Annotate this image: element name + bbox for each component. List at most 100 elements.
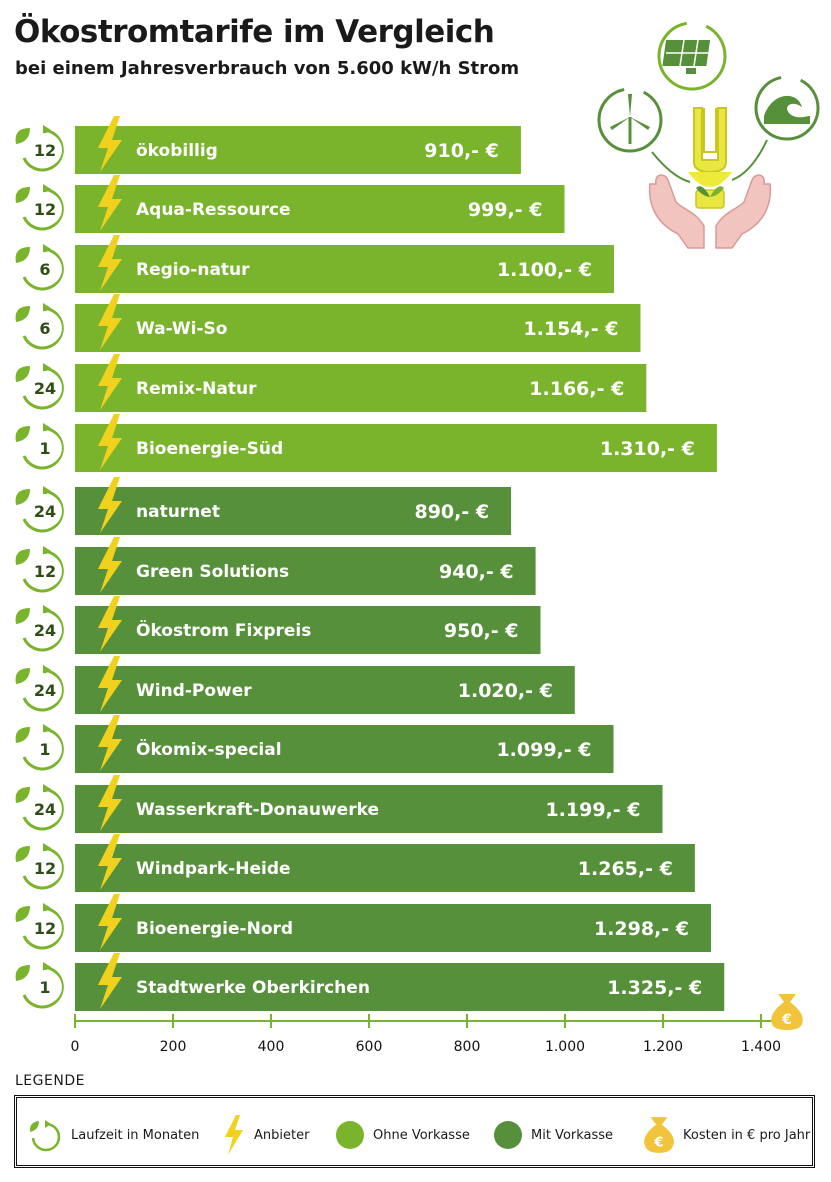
- bar-provider-label: Stadtwerke Oberkirchen: [136, 978, 370, 998]
- bar-row: 24 naturnet 890,- €: [15, 477, 512, 535]
- bar: [75, 245, 614, 293]
- badge-background: [28, 970, 62, 1004]
- circular-arrow-leaf-icon: [29, 1120, 61, 1152]
- bar-provider-label: Bioenergie-Süd: [136, 439, 283, 459]
- bar-value-label: 1.100,- €: [497, 259, 592, 281]
- leaf-icon: [15, 787, 30, 803]
- laufzeit-label: 6: [39, 319, 50, 338]
- chart-title: Ökostromtarife im Vergleich: [14, 14, 495, 50]
- leaf-icon: [15, 668, 30, 684]
- arrow-head-icon: [43, 303, 51, 313]
- bar-row: 24 Wasserkraft-Donauwerke 1.199,- €: [15, 775, 663, 833]
- lightning-bolt-icon: [98, 354, 122, 410]
- circular-arrow-icon: [22, 906, 64, 950]
- badge-background: [28, 371, 62, 405]
- euro-money-bag-icon: €: [644, 1117, 674, 1153]
- lightning-bolt-icon: [98, 235, 122, 291]
- bar-value-label: 1.298,- €: [594, 918, 689, 940]
- lightning-bolt-icon: [98, 656, 122, 712]
- bar: [75, 963, 725, 1011]
- circular-arrow-icon: [22, 187, 64, 231]
- laufzeit-label: 24: [34, 621, 56, 640]
- circular-arrow-icon: [22, 426, 64, 470]
- laufzeit-badge: 24: [15, 363, 64, 410]
- bar-provider-label: naturnet: [136, 502, 220, 522]
- bar-provider-label: Green Solutions: [136, 562, 289, 582]
- arrow-head-icon: [43, 962, 51, 972]
- bar-value-label: 1.154,- €: [523, 318, 618, 340]
- legend-label-kosten: Kosten in € pro Jahr: [683, 1127, 811, 1143]
- badge-background: [28, 554, 62, 588]
- laufzeit-label: 24: [34, 800, 56, 819]
- lightning-bolt-icon: [225, 1115, 243, 1155]
- lightning-bolt-icon: [98, 715, 122, 771]
- bar-row: 12 ökobillig 910,- €: [15, 116, 521, 174]
- badge-background: [28, 192, 62, 226]
- legend-item-mit-vorkasse: Mit Vorkasse: [493, 1120, 613, 1150]
- circular-arrow-icon: [22, 727, 64, 771]
- legend-title: LEGENDE: [15, 1073, 85, 1089]
- bar-value-label: 890,- €: [414, 501, 489, 523]
- laufzeit-label: 1: [39, 439, 50, 458]
- bar-provider-label: Remix-Natur: [136, 379, 257, 399]
- x-tick-label: 400: [258, 1039, 285, 1055]
- laufzeit-label: 12: [34, 859, 56, 878]
- badge-background: [28, 494, 62, 528]
- bar: [75, 364, 647, 412]
- bar: [75, 424, 717, 472]
- laufzeit-label: 24: [34, 502, 56, 521]
- arrow-head-icon: [43, 724, 51, 734]
- leaf-icon: [15, 608, 30, 624]
- arrow-head-icon: [43, 605, 51, 615]
- bar-provider-label: Windpark-Heide: [136, 859, 291, 879]
- x-tick-label: 600: [356, 1039, 383, 1055]
- badge-background: [28, 431, 62, 465]
- bar: [75, 606, 541, 654]
- laufzeit-badge: 24: [15, 665, 64, 712]
- bar-provider-label: Regio-natur: [136, 260, 250, 280]
- chart-subtitle: bei einem Jahresverbrauch von 5.600 kW/h…: [15, 58, 520, 79]
- bar-value-label: 999,- €: [468, 199, 543, 221]
- leaf-icon: [15, 247, 30, 263]
- laufzeit-badge: 12: [15, 843, 64, 890]
- bar-value-label: 910,- €: [424, 140, 499, 162]
- legend-label-laufzeit: Laufzeit in Monaten: [71, 1127, 200, 1143]
- leaf-icon: [15, 489, 30, 505]
- laufzeit-label: 24: [34, 379, 56, 398]
- laufzeit-badge: 24: [15, 486, 64, 533]
- laufzeit-badge: 1: [15, 423, 64, 470]
- bar-provider-label: Aqua-Ressource: [136, 200, 291, 220]
- lightning-bolt-icon: [98, 414, 122, 470]
- legend-label-mit-vorkasse: Mit Vorkasse: [531, 1127, 614, 1143]
- water-wave-icon: [754, 75, 820, 141]
- solar-panel-icon: [657, 21, 727, 91]
- badge-background: [28, 252, 62, 286]
- leaf-icon: [15, 426, 30, 442]
- bar-value-label: 1.310,- €: [600, 438, 695, 460]
- laufzeit-badge: 12: [15, 903, 64, 950]
- circular-arrow-icon: [22, 787, 64, 831]
- circular-arrow-icon: [22, 668, 64, 712]
- x-tick-label: 200: [160, 1039, 187, 1055]
- lightning-bolt-icon: [98, 596, 122, 652]
- laufzeit-badge: 12: [15, 546, 64, 593]
- leaf-icon: [15, 549, 30, 565]
- circular-arrow-icon: [22, 489, 64, 533]
- lightning-bolt-icon: [98, 894, 122, 950]
- badge-background: [28, 311, 62, 345]
- circular-arrow-icon: [22, 247, 64, 291]
- leaf-icon: [15, 846, 30, 862]
- arrow-head-icon: [43, 784, 51, 794]
- laufzeit-badge: 12: [15, 184, 64, 231]
- laufzeit-badge: 6: [15, 244, 64, 291]
- hands-icon: [648, 174, 772, 249]
- leaf-icon: [15, 306, 30, 322]
- legend-item-kosten: € Kosten in € pro Jahr: [643, 1117, 811, 1153]
- bar-row: 6 Regio-natur 1.100,- €: [15, 235, 614, 293]
- bars-layer: 12 ökobillig 910,- € 12 Aqua-Ressource 999,- …: [15, 116, 725, 1011]
- bar-provider-label: Wind-Power: [136, 681, 252, 701]
- bar-value-label: 950,- €: [444, 620, 519, 642]
- laufzeit-label: 12: [34, 919, 56, 938]
- laufzeit-badge: 1: [15, 724, 64, 771]
- dark-green-dot-icon: [494, 1121, 522, 1149]
